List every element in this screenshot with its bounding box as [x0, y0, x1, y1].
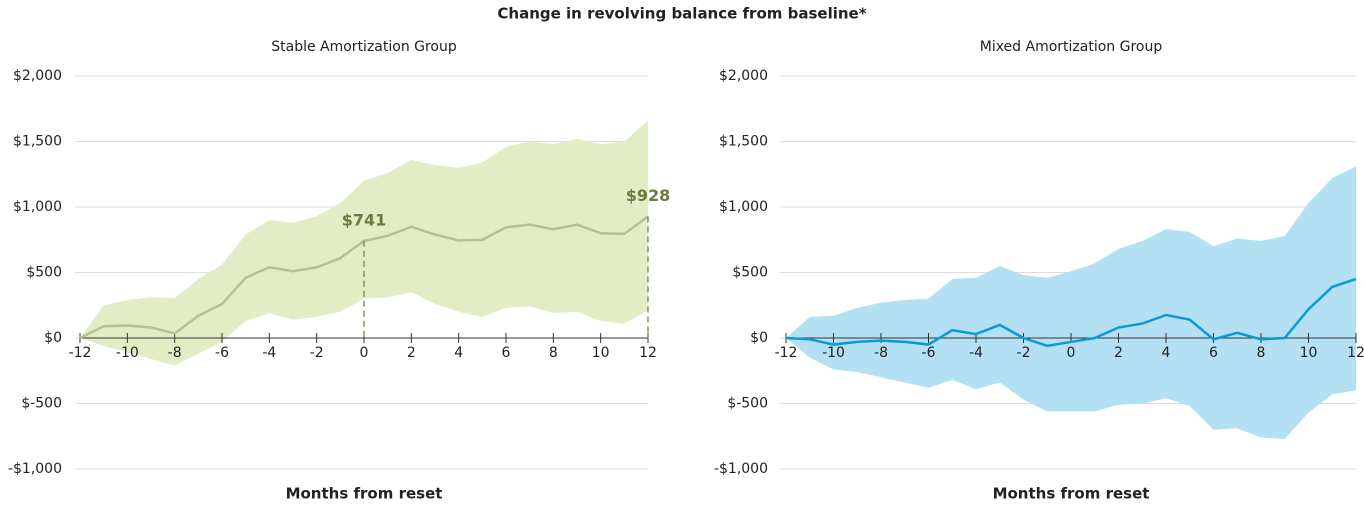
x-tick-label: 4 — [1162, 345, 1171, 361]
annotation: $741 — [342, 210, 387, 229]
x-axis-label: Months from reset — [993, 485, 1150, 503]
x-tick-label: 8 — [549, 345, 558, 361]
subtitle: Stable Amortization Group — [271, 39, 457, 55]
x-tick-label: 2 — [407, 345, 416, 361]
y-tick-label: $0 — [750, 330, 768, 346]
subtitle: Mixed Amortization Group — [980, 39, 1163, 55]
x-tick-label: 10 — [1300, 345, 1318, 361]
x-tick-label: -6 — [215, 345, 229, 361]
y-tick-label: -$1,000 — [714, 461, 768, 477]
x-tick-label: -8 — [874, 345, 888, 361]
y-tick-label: $0 — [44, 330, 62, 346]
y-tick-label: $2,000 — [719, 68, 768, 84]
x-tick-label: 12 — [639, 345, 657, 361]
x-tick-label: 2 — [1114, 345, 1123, 361]
x-tick-label: -4 — [969, 345, 983, 361]
x-tick-label: -2 — [310, 345, 324, 361]
y-tick-label: $2,000 — [13, 68, 62, 84]
x-tick-label: -12 — [775, 345, 798, 361]
x-tick-label: 10 — [592, 345, 610, 361]
x-axis-label: Months from reset — [286, 485, 443, 503]
x-tick-label: -2 — [1017, 345, 1031, 361]
x-tick-label: -6 — [922, 345, 936, 361]
x-tick-label: -12 — [69, 345, 92, 361]
annotation: $928 — [626, 186, 671, 205]
y-tick-label: $1,000 — [13, 199, 62, 215]
y-tick-label: $-500 — [727, 396, 768, 412]
band — [786, 166, 1356, 439]
x-tick-label: 6 — [502, 345, 511, 361]
x-tick-label: -8 — [168, 345, 182, 361]
x-tick-label: 12 — [1347, 345, 1364, 361]
x-tick-label: 8 — [1257, 345, 1266, 361]
x-tick-label: -10 — [822, 345, 845, 361]
y-tick-label: $500 — [26, 265, 62, 281]
y-tick-label: $1,500 — [719, 134, 768, 150]
x-tick-label: 0 — [360, 345, 369, 361]
y-tick-label: -$1,000 — [8, 461, 62, 477]
y-tick-label: $1,000 — [719, 199, 768, 215]
x-tick-label: 4 — [454, 345, 463, 361]
x-tick-label: -4 — [262, 345, 276, 361]
line — [785, 277, 1357, 348]
x-tick-label: 0 — [1067, 345, 1076, 361]
y-tick-label: $-500 — [21, 396, 62, 412]
chart-title: Change in revolving balance from baselin… — [497, 5, 866, 23]
x-tick-label: -10 — [116, 345, 139, 361]
y-tick-label: $1,500 — [13, 134, 62, 150]
x-tick-label: 6 — [1209, 345, 1218, 361]
y-tick-label: $500 — [732, 265, 768, 281]
